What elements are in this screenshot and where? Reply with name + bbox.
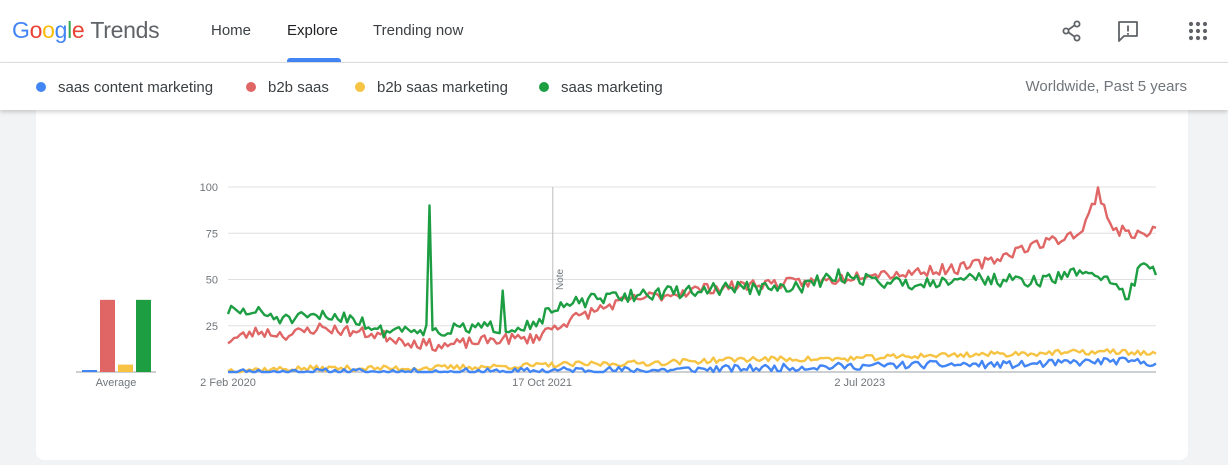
feedback-icon[interactable] xyxy=(1115,18,1141,44)
tab-trending-now[interactable]: Trending now xyxy=(373,22,464,39)
tab-explore[interactable]: Explore xyxy=(287,22,338,39)
legend-item-saas-content-marketing[interactable]: saas content marketing xyxy=(36,78,213,96)
y-tick-label: 75 xyxy=(206,228,218,240)
legend-label: saas content marketing xyxy=(58,78,214,96)
axis-labels-group: 100 75 50 25 Note 2 Feb 2020 17 Oct 2021 2 Jul … xyxy=(200,182,885,389)
averages-group: Average xyxy=(76,299,156,389)
grid-group xyxy=(228,186,1156,373)
legend-dot xyxy=(36,82,46,92)
logo-letter: o xyxy=(29,17,43,43)
tab-home[interactable]: Home xyxy=(211,22,252,39)
x-tick-label: 2 Jul 2023 xyxy=(834,377,885,389)
logo-letter: e xyxy=(71,17,85,43)
legend-dot xyxy=(355,82,365,92)
apps-grid-icon[interactable] xyxy=(1185,18,1211,44)
x-tick-label: 2 Feb 2020 xyxy=(200,377,256,389)
average-label: Average xyxy=(96,377,137,389)
y-tick-label: 50 xyxy=(206,275,218,287)
compare-terms-bar: saas content marketing b2b saas b2b saas… xyxy=(0,62,1228,110)
logo-letter: l xyxy=(67,17,72,43)
note-label: Note xyxy=(555,268,566,290)
series-line-b2b-saas-marketing[interactable] xyxy=(227,348,1157,374)
logo-letter: g xyxy=(54,17,68,43)
average-bar-4[interactable] xyxy=(136,299,151,372)
google-wordmark: Google xyxy=(12,17,85,43)
series-group xyxy=(226,186,1158,374)
legend-item-b2b-saas-marketing[interactable]: b2b saas marketing xyxy=(355,78,508,96)
legend-label: saas marketing xyxy=(561,78,663,96)
x-tick-label: 17 Oct 2021 xyxy=(512,377,572,389)
legend-item-b2b-saas[interactable]: b2b saas xyxy=(246,78,329,96)
trends-wordmark: Trends xyxy=(90,17,160,43)
legend-label: b2b saas marketing xyxy=(377,78,508,96)
series-line-saas-content-marketing[interactable] xyxy=(228,356,1157,374)
interest-over-time-card: Average 100 75 50 25 Note 2 Feb 2020 17 Oct 20… xyxy=(36,100,1188,460)
google-trends-logo[interactable]: Google Trends xyxy=(12,17,160,44)
y-tick-label: 25 xyxy=(206,321,218,333)
legend-item-saas-marketing[interactable]: saas marketing xyxy=(539,78,663,96)
average-bar-1[interactable] xyxy=(82,370,97,372)
legend-dot xyxy=(539,82,549,92)
logo-letter: G xyxy=(12,17,30,43)
series-line-saas-marketing[interactable] xyxy=(226,204,1158,339)
logo-letter: o xyxy=(42,17,55,43)
active-tab-indicator xyxy=(287,58,341,62)
y-tick-label: 100 xyxy=(200,182,218,194)
average-bar-2[interactable] xyxy=(100,299,115,372)
average-bar-3[interactable] xyxy=(118,364,133,372)
interest-over-time-chart[interactable]: Average 100 75 50 25 Note 2 Feb 2020 17 Oct 20… xyxy=(36,100,1188,460)
legend-dot xyxy=(246,82,256,92)
share-icon[interactable] xyxy=(1059,18,1085,44)
top-app-bar: Google Trends Home Explore Trending now xyxy=(0,0,1228,62)
series-line-b2b-saas[interactable] xyxy=(227,186,1157,353)
scope-label: Worldwide, Past 5 years xyxy=(1025,78,1187,95)
legend-label: b2b saas xyxy=(268,78,329,96)
